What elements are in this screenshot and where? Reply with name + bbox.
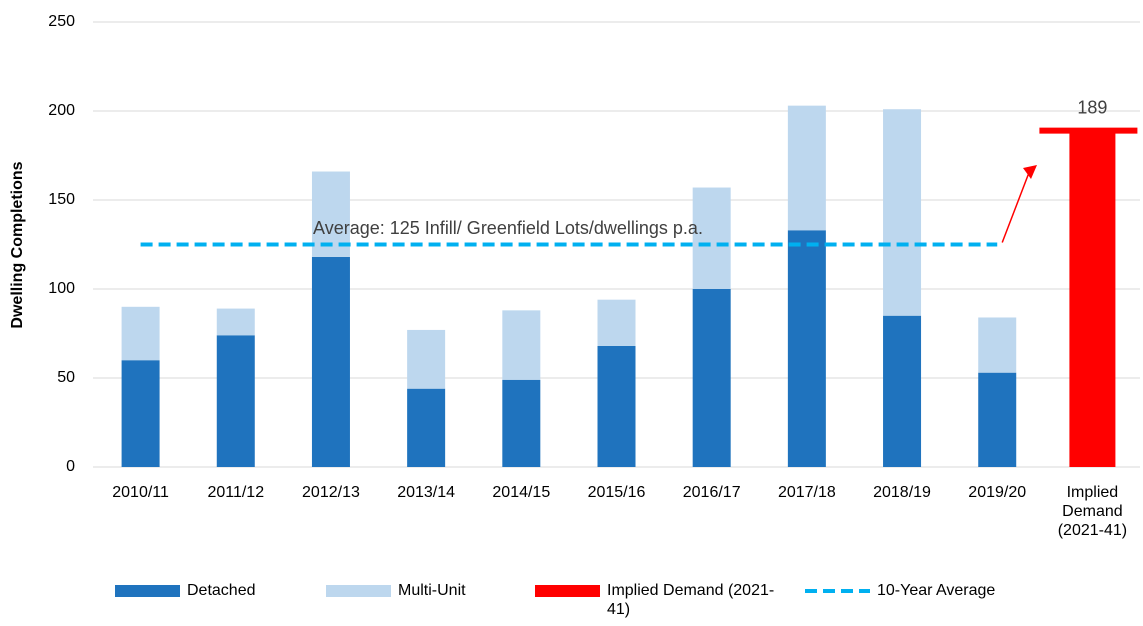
bar [692, 187, 731, 289]
bar [787, 105, 826, 231]
bar [1069, 130, 1116, 467]
bar [978, 372, 1017, 467]
legend-label: Detached [187, 582, 256, 599]
bar [407, 388, 446, 467]
x-tick-label: 2018/19 [873, 484, 931, 501]
x-tick-label: 2014/15 [492, 484, 551, 501]
y-tick-label: 100 [48, 280, 75, 297]
y-axis-label: Dwelling Completions [9, 161, 26, 328]
bar [597, 345, 636, 467]
data-label: 189 [1077, 97, 1107, 117]
bar [597, 299, 636, 346]
legend-label: Multi-Unit [398, 582, 466, 599]
arrow [1001, 169, 1031, 243]
y-tick-label: 200 [48, 102, 75, 119]
x-tick-label: 2012/13 [302, 484, 360, 501]
legend-swatch [535, 585, 600, 597]
annotation: Average: 125 Infill/ Greenfield Lots/dwe… [313, 218, 703, 238]
bar [407, 329, 446, 389]
x-tick-label: 2010/11 [112, 484, 169, 501]
x-tick-label: Implied Demand (2021-41) [1057, 484, 1128, 539]
bar [883, 315, 922, 467]
y-tick-label: 0 [66, 458, 75, 475]
y-tick-label: 150 [48, 191, 75, 208]
bar [883, 109, 922, 316]
x-tick-label: 2017/18 [777, 484, 836, 501]
legend-swatch [326, 585, 391, 597]
legend-swatch [115, 585, 180, 597]
x-tick-label: 2016/17 [682, 484, 741, 501]
y-tick-label: 250 [48, 13, 75, 30]
bar [978, 317, 1017, 373]
bar [311, 256, 350, 467]
bar [121, 306, 160, 361]
bar [502, 379, 541, 467]
arrow-head [1023, 165, 1037, 179]
bar [121, 360, 160, 467]
legend-label: 10-Year Average [877, 582, 996, 599]
bar [692, 289, 731, 467]
legend-label: Implied Demand (2021-41) [607, 582, 775, 618]
x-tick-label: 2011/12 [207, 484, 265, 501]
x-tick-label: 2019/20 [968, 484, 1027, 501]
y-tick-label: 50 [57, 369, 75, 386]
x-tick-label: 2015/16 [587, 484, 646, 501]
bar [787, 230, 826, 467]
bar [502, 310, 541, 380]
x-tick-label: 2013/14 [397, 484, 456, 501]
bar [216, 308, 255, 336]
bar [216, 335, 255, 467]
